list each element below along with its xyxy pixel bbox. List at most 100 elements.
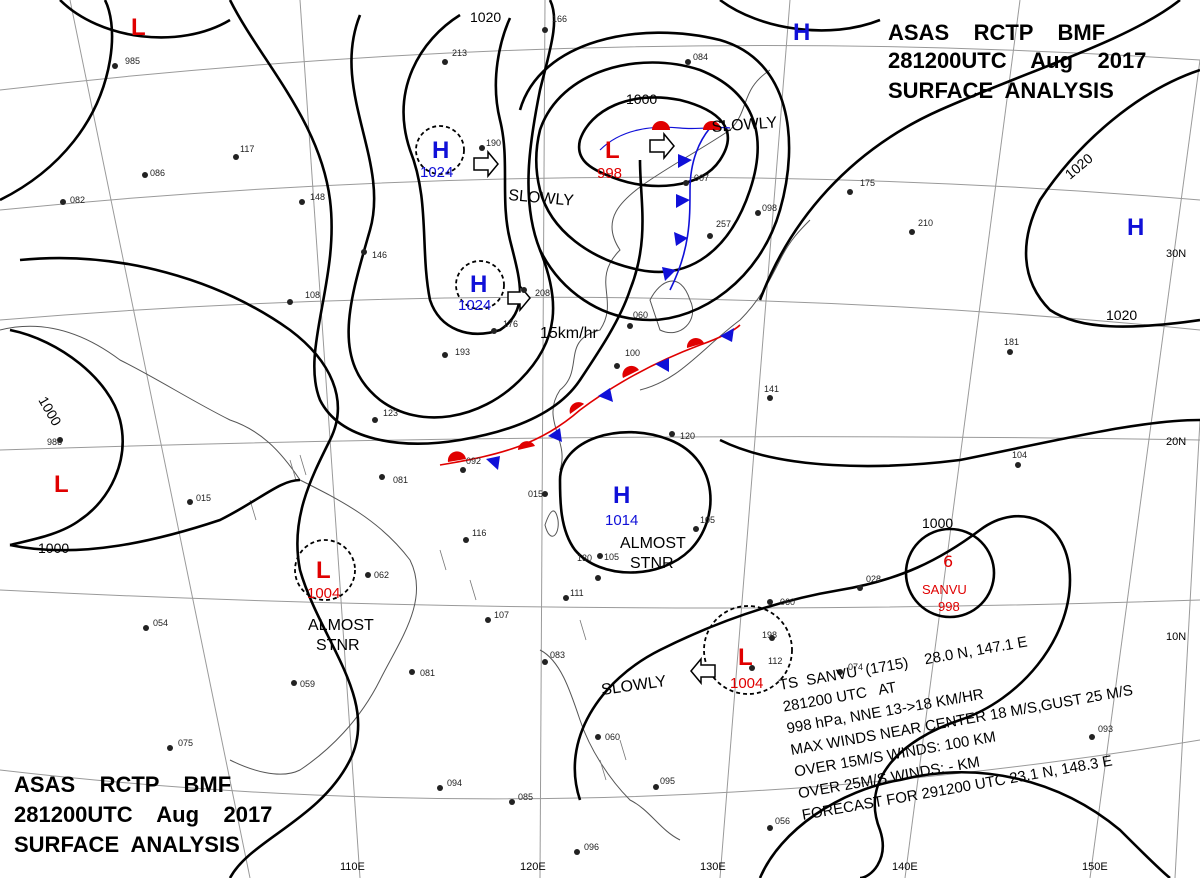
isobar-low-ne-outer2 (518, 31, 791, 322)
station-code: 141 (764, 384, 779, 394)
front-cold-triangle (486, 456, 500, 470)
high-pressure-symbol: H (1127, 214, 1144, 241)
station-code: 081 (393, 475, 408, 485)
station-circle (857, 585, 863, 591)
station-code: 092 (466, 456, 481, 466)
station-circle (460, 467, 466, 473)
dashed-circle-h-north (415, 125, 465, 175)
coastline-japan (639, 219, 811, 391)
coastline-taiwan (544, 510, 559, 537)
station-code: 176 (503, 319, 518, 329)
isobar-high-south (558, 430, 712, 574)
isobar-north-inner (402, 13, 522, 335)
station-code: 112 (768, 656, 782, 666)
station-circle (60, 199, 66, 205)
longitude-line-100e (69, 0, 251, 878)
high-pressure-symbol: H (432, 137, 449, 164)
station-code: 096 (584, 842, 599, 852)
movement-label: STNR (316, 637, 360, 654)
station-code: 130 (577, 553, 592, 563)
longitude-line-160e (1174, 419, 1200, 878)
high-pressure-symbol: H (613, 482, 630, 509)
station-circle (1007, 349, 1013, 355)
lat-label-10n: 10N (1166, 631, 1186, 643)
front-warm-semicircle (622, 365, 639, 378)
station-circle (597, 553, 603, 559)
station-code: 060 (633, 310, 648, 320)
low-pressure-symbol: L (131, 14, 146, 41)
station-code: 146 (372, 250, 387, 260)
station-plots: 166 213 190 148 146 086 082 108 193 123 … (47, 14, 1113, 855)
footer-header-line-3: SURFACE ANALYSIS (14, 832, 240, 857)
coastline-west (0, 325, 301, 481)
cold-front-northeast (599, 121, 731, 291)
movement-labels: SLOWLY SLOWLY SLOWLY 15km/hr ALMOST STNR… (308, 114, 778, 699)
front-warm-semicircle (518, 441, 535, 450)
station-code: 081 (420, 668, 435, 678)
front-cold-triangle (674, 232, 688, 246)
pressure-systems: H 1024 H 1024 H 1014 H H L 998 L L L 100… (54, 14, 1144, 692)
low-pressure-symbol: L (605, 137, 620, 164)
typhoon-isobar-1000 (904, 527, 996, 619)
station-circle (542, 659, 548, 665)
low-pressure-value: 1004 (307, 585, 340, 602)
station-code: 190 (486, 138, 501, 148)
station-circle (595, 575, 601, 581)
isobar-label: 1020 (1106, 307, 1137, 323)
terrain-hatching (249, 454, 627, 781)
station-circle (767, 825, 773, 831)
arrow-right-icon (649, 131, 675, 161)
isobar-label: 1000 (38, 540, 69, 556)
header-line-1: ASAS RCTP BMF (888, 20, 1105, 45)
station-circle (847, 189, 853, 195)
station-circle (1089, 734, 1095, 740)
low-pressure-symbol: L (316, 557, 331, 584)
station-code: 985 (125, 56, 140, 66)
station-code: 210 (918, 218, 933, 228)
isobar-low-ne-1000 (577, 96, 730, 188)
station-circle (167, 745, 173, 751)
isobar-south-low (573, 514, 1072, 878)
movement-arrows (473, 131, 716, 686)
station-code: 166 (552, 14, 567, 24)
station-code: 074 (848, 662, 863, 672)
front-warm-semicircle (703, 121, 721, 130)
coastline-korea (649, 280, 694, 334)
station-code: 060 (780, 597, 795, 607)
typhoon-name: SANVU (922, 582, 967, 597)
station-code: 084 (693, 52, 708, 62)
grid-labels: 30N 20N 10N 110E 120E 130E 140E 150E (340, 248, 1186, 873)
latitude-line-10n (0, 589, 1200, 609)
station-circle (379, 474, 385, 480)
dashed-circle-h-central (455, 260, 505, 310)
station-circle (683, 180, 689, 186)
typhoon-icon: 6 (943, 552, 953, 571)
station-circle (574, 849, 580, 855)
station-circle (372, 417, 378, 423)
movement-label: ALMOST (308, 617, 374, 634)
low-pressure-value: 998 (597, 165, 622, 182)
station-circle (437, 785, 443, 791)
isobar-big-west (19, 256, 360, 878)
high-pressure-value: 1024 (420, 164, 453, 181)
lon-label-140e: 140E (892, 861, 918, 873)
stationary-front (439, 324, 741, 470)
station-code: 107 (494, 610, 509, 620)
lon-label-130e: 130E (700, 861, 726, 873)
front-cold-triangle (720, 328, 734, 342)
header-line-3: SURFACE ANALYSIS (888, 78, 1114, 103)
movement-label: SLOWLY (711, 114, 778, 136)
station-code: 098 (762, 203, 777, 213)
low-pressure-value: 1004 (730, 675, 763, 692)
station-circle (614, 363, 620, 369)
station-code: 213 (452, 48, 467, 58)
station-circle (299, 199, 305, 205)
station-code: 082 (70, 195, 85, 205)
station-circle (361, 249, 367, 255)
station-circle (1015, 462, 1021, 468)
station-circle (755, 210, 761, 216)
typhoon-info: TS SANVU (1715) 28.0 N, 147.1 E 281200 U… (778, 633, 1134, 823)
front-cold-triangle (598, 388, 613, 402)
coastline-china (552, 69, 771, 471)
